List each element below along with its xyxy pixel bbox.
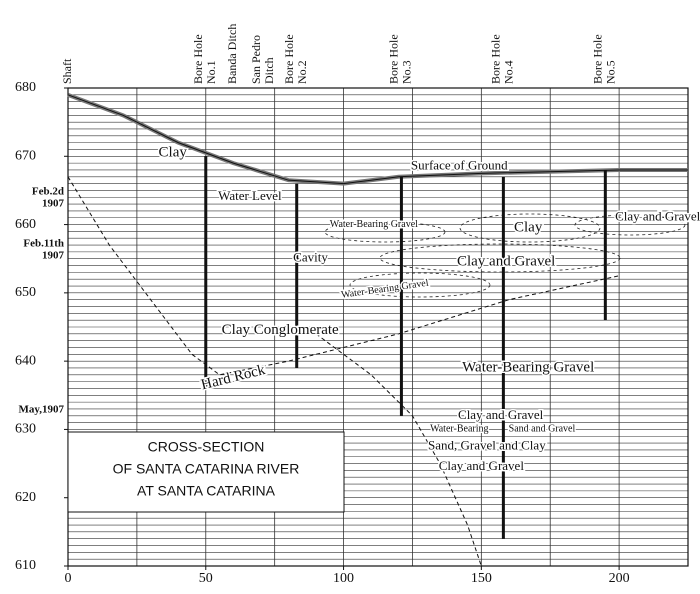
top-label: Bore Hole (591, 34, 605, 84)
y-tick-label: 660 (15, 217, 36, 232)
stratum-label: Clay Conglomerate (222, 322, 339, 338)
stratum-label: Surface of Ground (411, 158, 508, 173)
chart-title: OF SANTA CATARINA RIVER (113, 461, 300, 477)
date-label: 1907 (42, 198, 65, 210)
stratum-label: Clay (159, 144, 188, 160)
top-label: Banda Ditch (225, 24, 239, 84)
y-tick-label: 680 (15, 80, 36, 95)
title-box (67, 431, 345, 513)
chart-title: AT SANTA CATARINA (137, 483, 276, 499)
lens (459, 213, 601, 243)
lens (324, 221, 446, 243)
top-label: Bore Hole (489, 34, 503, 84)
top-label: San Pedro (249, 35, 263, 84)
top-label: Bore Hole (191, 34, 205, 84)
plot-frame (67, 87, 689, 567)
date-label: Feb.11th (23, 238, 64, 250)
y-tick-label: 620 (15, 490, 36, 505)
date-label: 1907 (42, 250, 65, 262)
stratum-label: Clay (514, 219, 543, 235)
date-label: Feb.2d (32, 186, 64, 198)
top-label: No.2 (295, 60, 309, 84)
x-tick-label: 150 (471, 571, 492, 586)
stratum-label: Water-Bearing Gravel (462, 359, 594, 375)
stratum-label: Water Level (218, 188, 282, 203)
y-tick-label: 610 (15, 558, 36, 573)
stratum-label: Cavity (293, 250, 328, 265)
lens (574, 214, 686, 236)
stratum-label: Clay and Gravel (439, 458, 525, 473)
y-tick-label: 630 (15, 422, 36, 437)
top-label: Bore Hole (282, 34, 296, 84)
y-tick-label: 650 (15, 285, 36, 300)
stratum-label: Clay and Gravel (457, 254, 555, 270)
x-tick-label: 200 (609, 571, 630, 586)
top-label: No.5 (604, 60, 618, 84)
strata-line (67, 176, 620, 376)
stratum-label: Sand and Gravel (509, 424, 576, 435)
lens-boundaries (324, 213, 686, 298)
stratum-label: Sand, Gravel and Clay (428, 437, 546, 452)
lens (349, 272, 491, 298)
top-label: Ditch (262, 57, 276, 84)
top-label: Bore Hole (387, 34, 401, 84)
date-label: May,1907 (18, 404, 64, 416)
x-tick-label: 0 (65, 571, 72, 586)
y-tick-label: 670 (15, 149, 36, 164)
stratum-label: Water-Bearing Gravel (330, 219, 418, 230)
stratum-label: Clay and Gravel (458, 407, 544, 422)
x-tick-label: 100 (333, 571, 354, 586)
strata-line (315, 333, 482, 567)
lens (379, 243, 621, 273)
x-tick-label: 50 (199, 571, 213, 586)
ground-surface-edge (67, 94, 688, 185)
top-label: No.3 (400, 60, 414, 84)
stratum-label: Clay and Gravel (615, 209, 700, 224)
chart-title: CROSS-SECTION (148, 439, 265, 455)
top-label: Shaft (60, 58, 74, 84)
top-label: No.1 (204, 60, 218, 84)
stratum-label: Water-Bearing (430, 424, 488, 435)
y-tick-label: 640 (15, 353, 36, 368)
top-label: No.4 (502, 60, 516, 84)
